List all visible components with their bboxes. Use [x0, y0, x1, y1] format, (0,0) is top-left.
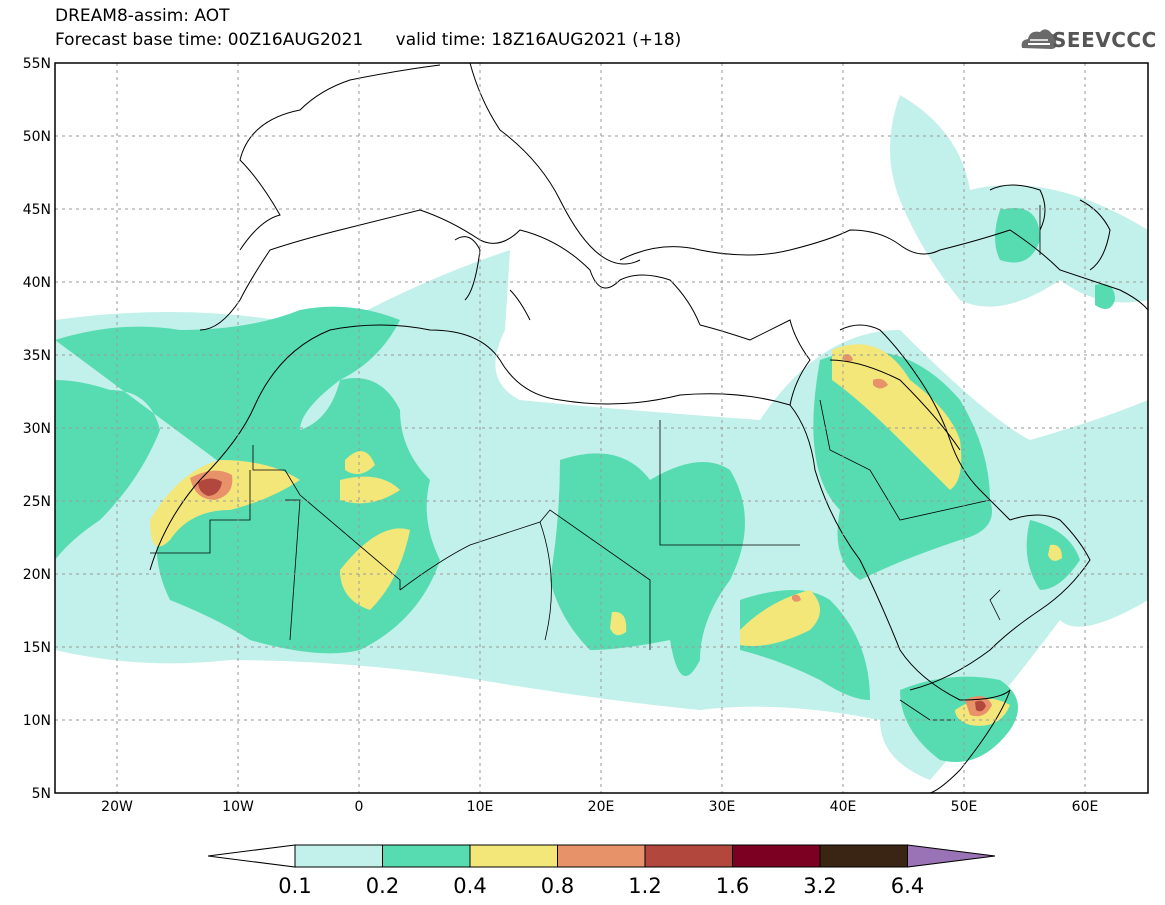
colorbar-label: 0.2 — [366, 874, 399, 898]
lat-label: 20N — [23, 567, 51, 583]
colorbar-segment — [557, 844, 646, 868]
lon-label: 10E — [467, 799, 494, 815]
colorbar-segment — [469, 844, 558, 868]
map-title: DREAM8-assim: AOT — [55, 6, 230, 26]
lon-label: 10W — [222, 799, 254, 815]
seevccc-logo: SEEVCCC — [1052, 28, 1157, 52]
lon-label: 20E — [588, 799, 615, 815]
lat-label: 55N — [23, 56, 51, 72]
lat-label: 5N — [32, 786, 51, 802]
colorbar-segment — [644, 844, 733, 868]
colorbar-label: 0.4 — [453, 874, 486, 898]
colorbar-under-arrow — [207, 844, 296, 868]
lat-label: 25N — [23, 494, 51, 510]
colorbar-segment — [382, 844, 471, 868]
latitude-labels: 55N 50N 45N 40N 35N 30N 25N 20N 15N 10N 5N — [23, 56, 51, 802]
colorbar-segment — [819, 844, 908, 868]
lon-label: 0 — [355, 799, 364, 815]
colorbar-segment — [732, 844, 821, 868]
colorbar-label: 0.1 — [278, 874, 311, 898]
colorbar-label: 1.2 — [628, 874, 661, 898]
lat-label: 15N — [23, 640, 51, 656]
lat-label: 10N — [23, 713, 51, 729]
colorbar: 0.1 0.2 0.4 0.8 1.2 1.6 3.2 6.4 — [207, 844, 996, 898]
coastlines — [149, 63, 1148, 793]
lon-label: 40E — [830, 799, 857, 815]
colorbar-label: 3.2 — [803, 874, 836, 898]
lat-label: 30N — [23, 421, 51, 437]
borders — [150, 205, 1041, 721]
map-subtitle-times: Forecast base time: 00Z16AUG2021 valid t… — [55, 30, 682, 50]
graticule — [55, 63, 1148, 793]
colorbar-label: 1.6 — [716, 874, 749, 898]
lat-label: 50N — [23, 129, 51, 145]
longitude-labels: 20W 10W 0 10E 20E 30E 40E 50E 60E — [101, 799, 1098, 815]
colorbar-over-arrow — [907, 844, 996, 868]
lon-label: 60E — [1072, 799, 1099, 815]
cloud-icon — [1021, 29, 1057, 49]
lat-label: 45N — [23, 202, 51, 218]
lat-label: 40N — [23, 275, 51, 291]
colorbar-label: 6.4 — [891, 874, 924, 898]
lon-label: 20W — [101, 799, 133, 815]
lon-label: 30E — [709, 799, 736, 815]
lat-label: 35N — [23, 348, 51, 364]
colorbar-segment — [294, 844, 383, 868]
map-frame — [54, 62, 1149, 794]
lon-label: 50E — [951, 799, 978, 815]
colorbar-label: 0.8 — [541, 874, 574, 898]
